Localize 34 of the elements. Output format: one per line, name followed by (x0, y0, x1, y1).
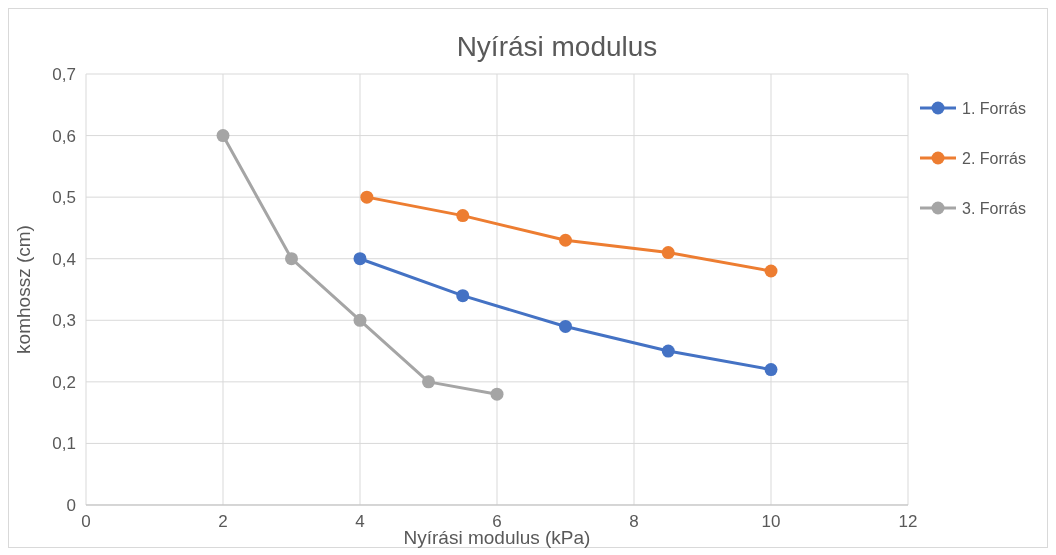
point (661, 344, 675, 358)
x-tick-label: 2 (218, 512, 228, 531)
y-tick-label: 0,2 (52, 372, 76, 392)
point (764, 363, 778, 377)
x-tick-label: 4 (355, 512, 365, 531)
point (490, 387, 504, 401)
y-tick-label: 0,5 (52, 188, 76, 208)
point (422, 375, 435, 389)
point (216, 129, 230, 143)
y-tick-label: 0,3 (52, 311, 76, 331)
x-tick-label: 0 (81, 512, 91, 531)
x-tick-label: 12 (898, 512, 918, 531)
y-tick-label: 0,6 (52, 126, 76, 146)
legend-label: 3. Forrás (962, 199, 1027, 217)
point (456, 289, 470, 303)
chart-title: Nyírási modulus (456, 31, 658, 62)
legend-label: 2. Forrás (962, 149, 1027, 167)
point (661, 246, 675, 260)
point (764, 264, 778, 278)
y-tick-label: 0,7 (52, 64, 76, 84)
point (559, 319, 572, 333)
point (353, 313, 367, 327)
x-tick-label: 8 (629, 512, 639, 531)
y-tick-label: 0,4 (52, 249, 76, 269)
y-tick-label: 0 (66, 495, 76, 515)
legend-label: 1. Forrás (962, 99, 1027, 117)
point (353, 252, 367, 266)
point (285, 252, 298, 266)
y-tick-label: 0,1 (52, 434, 76, 454)
point (559, 233, 572, 247)
y-axis-title: komhossz (cm) (13, 225, 34, 354)
point (360, 190, 374, 204)
point (456, 209, 470, 223)
x-tick-label: 10 (761, 512, 781, 531)
